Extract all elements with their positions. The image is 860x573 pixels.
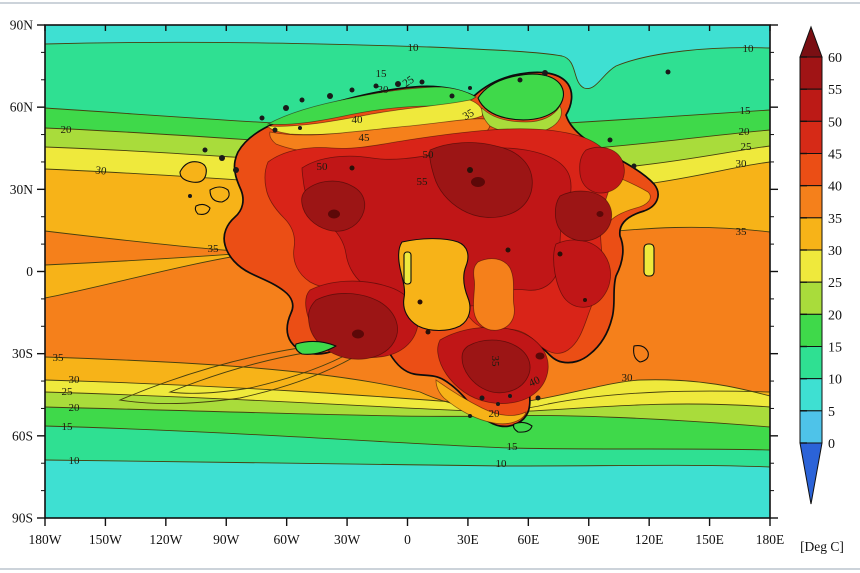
contour-label: 25 [741,141,753,153]
lon-tick-label: 120W [149,532,182,547]
lon-tick-label: 60W [274,532,301,547]
colorbar-segment [800,282,822,314]
colorbar-tick-label: 5 [828,405,835,420]
colorbar-segment [800,411,822,443]
colorbar-arrow-bottom [800,443,822,504]
colorbar-segment [800,121,822,153]
figure: 1010152025302030353535153025354045505055… [0,0,860,573]
colorbar-tick-label: 60 [828,51,842,66]
colorbar-units-label: [Deg C] [800,539,844,554]
lon-tick-label: 180W [29,532,62,547]
colorbar-tick-label: 20 [828,308,842,323]
lat-tick-label: 60S [12,428,33,443]
contour-label: 30 [95,164,108,177]
lon-tick-label: 90W [213,532,240,547]
colorbar-tick-label: 10 [828,373,842,388]
lon-tick-label: 0 [404,532,411,547]
contour-label: 35 [736,226,748,238]
colorbar-tick-label: 15 [828,341,842,356]
lat-tick-label: 90N [10,18,34,33]
contour-label: 10 [496,458,508,470]
inland-sea-sliver-island [404,252,411,284]
colorbar: 605550454035302520151050 [800,27,842,504]
colorbar-segment [800,57,822,89]
contour-label: 15 [740,105,752,117]
colorbar-segment [800,89,822,121]
colorbar-segment [800,379,822,411]
colorbar-segment [800,314,822,346]
lat-tick-label: 60N [10,100,34,115]
colorbar-tick-label: 40 [828,180,842,195]
core-55-60-east [555,191,611,241]
contour-label: 30 [378,84,390,96]
lat-tick-label: 30S [12,346,33,361]
colorbar-tick-label: 0 [828,437,835,452]
contour-label: 30 [622,372,634,384]
contour-label: 15 [376,68,388,80]
lon-tick-label: 150W [89,532,122,547]
contour-label: 20 [61,124,73,136]
colorbar-segment [800,218,822,250]
contour-label: 20 [489,408,501,420]
contour-label: 25 [62,386,74,398]
colorbar-segment [800,250,822,282]
contour-label: 30 [69,374,81,386]
colorbar-arrow-top [800,27,822,57]
contour-label: 45 [359,132,371,144]
colorbar-tick-label: 50 [828,115,842,130]
colorbar-segment [800,154,822,186]
colorbar-segment [800,347,822,379]
contour-label: 10 [408,42,420,54]
colorbar-tick-label: 45 [828,148,842,163]
lon-tick-label: 30W [334,532,361,547]
contour-label: 35 [53,352,65,364]
colorbar-segment [800,186,822,218]
east-bar-island [644,244,654,276]
colorbar-tick-label: 30 [828,244,842,259]
lat-tick-label: 30N [10,182,34,197]
contour-label: 40 [352,114,364,126]
contour-label: 20 [739,126,751,138]
contour-label: 10 [743,43,755,55]
inland-valley-east [473,259,514,331]
lon-tick-label: 60E [517,532,539,547]
lat-tick-label: 90S [12,511,33,526]
contour-label: 50 [423,149,435,161]
contour-map-plot: 1010152025302030353535153025354045505055… [0,0,860,573]
contour-label: 55 [417,176,429,188]
lon-tick-label: 90E [578,532,600,547]
colorbar-tick-label: 35 [828,212,842,227]
lat-tick-label: 0 [26,264,33,279]
contour-label: 10 [69,455,81,467]
contour-label: 50 [317,161,329,173]
colorbar-tick-label: 25 [828,276,842,291]
contour-label: 35 [489,356,501,368]
colorbar-tick-label: 55 [828,83,842,98]
lon-tick-label: 180E [756,532,785,547]
contour-label: 35 [208,243,220,255]
south-green-island [514,422,533,432]
interior-50-55-northeast [580,147,625,193]
contour-label: 30 [736,158,748,170]
contour-label: 20 [69,402,81,414]
lon-tick-label: 30E [457,532,479,547]
map-area: 1010152025302030353535153025354045505055… [10,18,785,548]
lon-tick-label: 120E [635,532,664,547]
contour-label: 15 [62,421,74,433]
contour-label: 15 [507,441,519,453]
lon-tick-label: 150E [695,532,724,547]
